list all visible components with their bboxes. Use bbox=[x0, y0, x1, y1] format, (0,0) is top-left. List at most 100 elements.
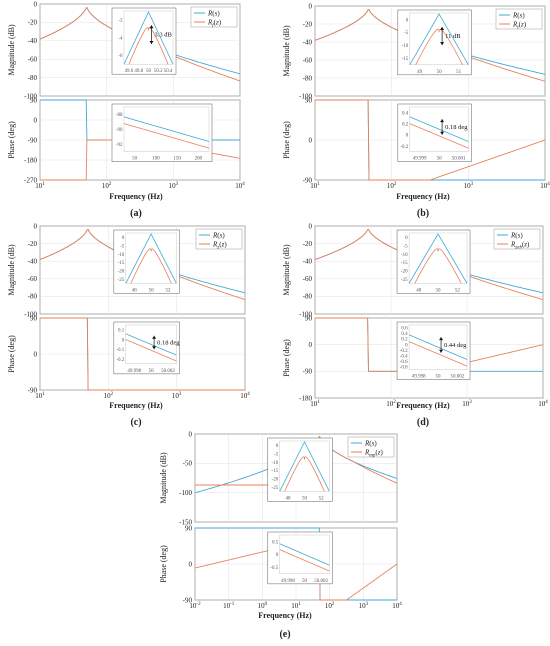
mag-ylabel: Magnitude (dB) bbox=[282, 244, 291, 296]
inset-xtick: 50 bbox=[132, 157, 138, 162]
inset-xtick: 49.6 bbox=[125, 69, 134, 74]
inset-axes bbox=[279, 534, 330, 575]
ph-ytick-label: 0 bbox=[34, 350, 38, 358]
arrow-head-down bbox=[439, 349, 444, 353]
legend-label: Rf(z) bbox=[207, 19, 222, 29]
mag-inset: 0 -5 -10 -15 -20 -25 48 50 52 bbox=[267, 437, 333, 502]
ph-ytick-label: 0 bbox=[34, 116, 38, 124]
inset-xtick: 50.4 bbox=[164, 69, 173, 74]
inset-xtick: 50 bbox=[149, 369, 155, 374]
inset-ytick: 0.5 bbox=[272, 540, 279, 545]
legend-label: Rzeh(z) bbox=[510, 241, 530, 251]
phase-inset: 0.5 0 -0.5 49.998 50 50.002 bbox=[267, 531, 333, 585]
mag-inset: -2 -4 -6 49.6 49.8 50 50.2 50.4 3.3 dB bbox=[111, 7, 177, 75]
panel-caption: (e) bbox=[279, 629, 290, 640]
inset-axes bbox=[408, 232, 468, 284]
legend-label: R(s) bbox=[512, 12, 525, 20]
panel-caption: (c) bbox=[130, 417, 141, 428]
ph-ytick-label: 90 bbox=[305, 314, 313, 322]
inset-xtick: 49.998 bbox=[412, 375, 426, 380]
inset-xtick: 51 bbox=[456, 70, 462, 75]
inset-xtick: 49.998 bbox=[281, 579, 295, 584]
inset-ytick: -0.1 bbox=[116, 348, 124, 353]
inset-ytick: 0 bbox=[276, 444, 279, 449]
inset-ytick: -0.5 bbox=[270, 566, 278, 571]
annotation-label: 11 dB bbox=[445, 33, 461, 40]
inset-ytick: -20 bbox=[272, 478, 279, 483]
inset-ytick: -25 bbox=[118, 278, 125, 283]
arrow-head-up bbox=[439, 337, 444, 341]
ph-ytick-label: -90 bbox=[28, 386, 38, 394]
panel-caption: (a) bbox=[130, 208, 142, 219]
legend-label: Rz(z) bbox=[212, 241, 227, 251]
inset-xtick: 50 bbox=[302, 496, 308, 501]
ph-ytick-label: -90 bbox=[28, 136, 38, 144]
inset-frame bbox=[396, 321, 471, 380]
xtick-label: 103 bbox=[169, 182, 179, 190]
phase-inset: 0.4 0.2 0 -0.2 49.999 50 50.001 0.18 deg bbox=[397, 103, 472, 162]
mag-ytick-label: -100 bbox=[179, 489, 192, 497]
inset-ytick: -0.2 bbox=[400, 349, 408, 354]
arrow-head-up bbox=[149, 25, 154, 29]
inset-frame bbox=[113, 229, 180, 294]
mag-ytick-label: -80 bbox=[28, 74, 38, 82]
mag-ytick-label: 0 bbox=[189, 430, 193, 438]
inset-ytick: -88 bbox=[116, 113, 123, 118]
inset-ytick: 0 bbox=[405, 236, 408, 241]
xtick-label: 101 bbox=[310, 182, 320, 190]
inset-ytick: -0.2 bbox=[400, 145, 408, 150]
ph-ytick-label: 90 bbox=[30, 314, 38, 322]
inset-ytick: -92 bbox=[116, 143, 123, 148]
xlabel: Frequency (Hz) bbox=[109, 192, 163, 201]
inset-xtick: 50 bbox=[436, 288, 442, 293]
mag-ytick-label: -50 bbox=[183, 460, 193, 468]
xtick-label: 104 bbox=[538, 400, 548, 408]
xtick-label: 10-1 bbox=[223, 602, 235, 610]
mag-ylabel: Magnitude (dB) bbox=[7, 244, 16, 296]
inset-curve-continuous bbox=[279, 441, 330, 492]
inset-curve-continuous bbox=[125, 333, 177, 356]
inset-xtick: 50 bbox=[436, 375, 442, 380]
ph-ylabel: Phase (deg) bbox=[282, 121, 291, 159]
xtick-label: 101 bbox=[291, 602, 301, 610]
inset-ytick: -6 bbox=[118, 54, 123, 59]
arrow-head-down bbox=[149, 40, 154, 44]
legend-label: Rmp(z) bbox=[364, 449, 383, 459]
inset-axes bbox=[123, 106, 210, 152]
inset-xtick: 49.999 bbox=[413, 157, 427, 162]
inset-ytick: -5 bbox=[403, 244, 408, 249]
mag-ytick-label: -100 bbox=[299, 310, 312, 318]
inset-frame bbox=[111, 103, 213, 162]
mag-ytick-label: 0 bbox=[34, 0, 38, 8]
inset-ytick: 0.2 bbox=[401, 338, 408, 343]
inset-axes bbox=[125, 324, 177, 365]
inset-ytick: 0.2 bbox=[402, 123, 409, 128]
inset-xtick: 150 bbox=[173, 157, 181, 162]
inset-ytick: -5 bbox=[274, 452, 279, 457]
mag-ytick-label: -40 bbox=[303, 258, 313, 266]
inset-xtick: 100 bbox=[152, 157, 160, 162]
inset-ytick: -10 bbox=[272, 461, 279, 466]
inset-axes bbox=[125, 232, 177, 284]
xtick-label: 101 bbox=[35, 182, 45, 190]
inset-curve-discrete bbox=[409, 123, 469, 149]
xtick-label: 104 bbox=[392, 602, 402, 610]
inset-frame bbox=[396, 229, 471, 294]
inset-xtick: 49 bbox=[417, 70, 423, 75]
inset-xtick: 50.002 bbox=[314, 579, 328, 584]
mag-ylabel: Magnitude (dB) bbox=[7, 24, 16, 76]
mag-inset: 0 -5 -10 -15 -20 -25 48 50 52 bbox=[396, 229, 471, 294]
inset-curve-discrete bbox=[128, 27, 169, 65]
inset-axes bbox=[279, 440, 330, 492]
mag-ytick-label: -100 bbox=[299, 92, 312, 100]
ph-ytick-label: -90 bbox=[303, 176, 313, 184]
xtick-label: 10-2 bbox=[189, 602, 201, 610]
inset-ytick: -5 bbox=[120, 244, 125, 249]
arrow-head-up bbox=[440, 119, 445, 123]
inset-xtick: 48 bbox=[132, 288, 138, 293]
mag-ytick-label: -80 bbox=[28, 293, 38, 301]
mag-ytick-label: -20 bbox=[28, 240, 38, 248]
